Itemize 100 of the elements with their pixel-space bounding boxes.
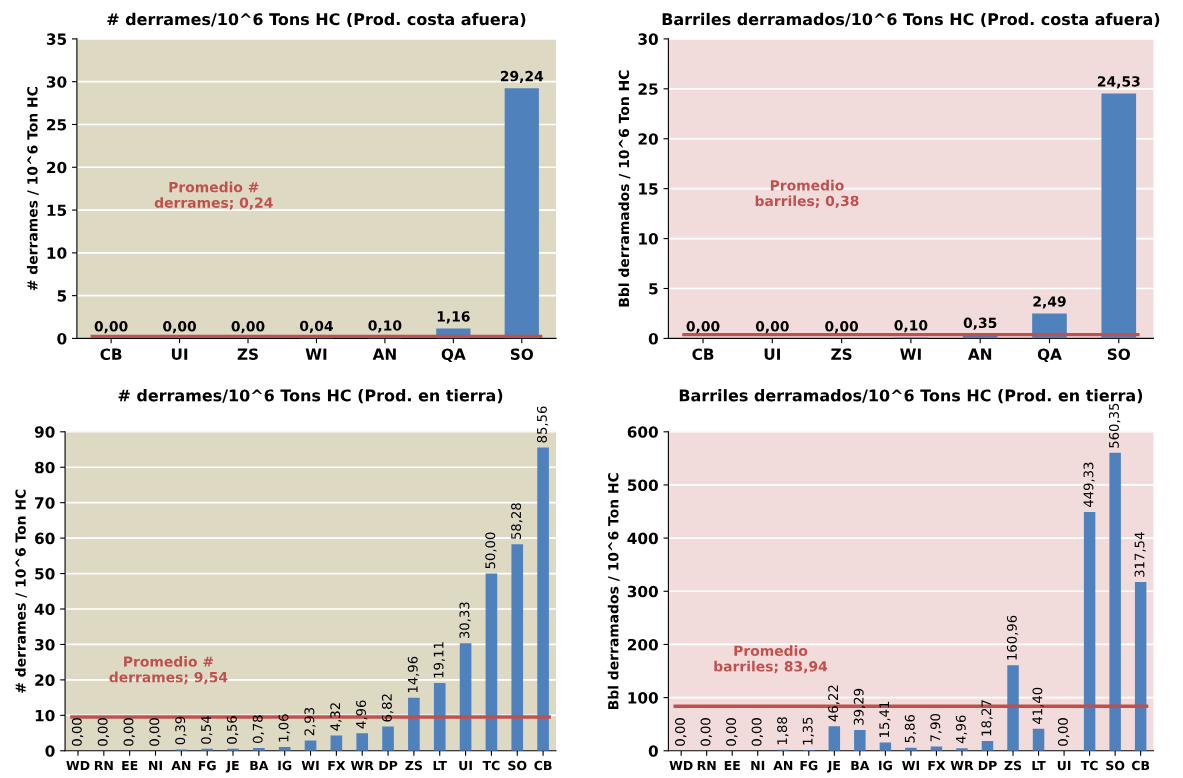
x-tick-label: ZS (405, 760, 423, 771)
y-tick-label: 15 (639, 183, 658, 195)
y-tick-label: 50 (35, 568, 55, 580)
x-tick-label: QA (1037, 348, 1062, 362)
data-label: 0,00 (686, 321, 720, 334)
chart-title: Barriles derramados/10^6 Tons HC (Prod. costa afuera) (662, 12, 1160, 28)
data-label: 0,00 (755, 321, 789, 334)
data-label: 0,00 (726, 718, 738, 746)
y-tick-label: 20 (638, 133, 658, 145)
data-label: 0,00 (123, 718, 135, 746)
y-axis-title: Bbl derramados / 10^6 Ton HC (607, 473, 620, 710)
x-tick-label: RN (697, 760, 716, 770)
y-tick-label: 30 (35, 638, 55, 651)
y-tick-label: 70 (35, 497, 55, 509)
x-tick-label: SO (508, 760, 527, 771)
x-tick-label: BA (851, 760, 870, 770)
y-tick-label: 0 (648, 332, 658, 345)
y-tick-label: 300 (627, 585, 658, 598)
x-tick-label: IG (879, 760, 892, 771)
y-tick-label: 20 (35, 674, 55, 686)
x-tick-label: DP (379, 760, 398, 770)
data-label: 1,35 (802, 717, 814, 745)
data-label: 19,11 (433, 642, 445, 678)
y-tick-label: 90 (34, 426, 55, 438)
data-label: 0,00 (751, 718, 763, 746)
x-tick-label: UI (171, 348, 188, 360)
bar (1032, 728, 1045, 751)
x-tick-label: JE (827, 760, 841, 773)
ref-line-label: Promedio barriles; 0,38 (755, 179, 859, 208)
x-tick-label: TC (482, 760, 500, 771)
x-tick-label: FX (328, 760, 346, 770)
x-tick-label: SO (1107, 348, 1131, 360)
y-tick-label: 25 (638, 83, 658, 95)
x-tick-label: WI (900, 348, 921, 360)
bar (511, 544, 524, 751)
x-tick-label: WD (669, 760, 693, 770)
data-label: 0,00 (231, 321, 265, 334)
data-label: 29,24 (500, 70, 544, 84)
x-tick-label: JE (225, 760, 239, 773)
x-tick-label: SO (510, 348, 534, 360)
x-tick-label: UI (1057, 760, 1071, 771)
bar (537, 447, 549, 751)
bar (854, 729, 866, 751)
x-tick-label: CB (1131, 760, 1150, 771)
x-tick-label: QA (441, 348, 466, 362)
x-tick-label: ZS (831, 348, 852, 360)
bar (459, 643, 472, 751)
ref-line-label: Promedio # derrames; 9,54 (109, 656, 228, 685)
x-tick-label: UI (764, 348, 780, 360)
data-label: 560,35 (1108, 403, 1121, 448)
y-tick-label: 10 (35, 709, 55, 722)
data-label: 0,00 (149, 718, 161, 746)
x-tick-label: SO (1106, 760, 1125, 771)
data-label: 0,78 (252, 715, 265, 743)
data-label: 5,86 (904, 714, 917, 743)
data-label: 0,56 (226, 716, 239, 744)
data-label: 4,96 (356, 700, 368, 729)
data-label: 14,96 (407, 656, 420, 693)
y-axis-title: Bbl derramados / 10^6 Ton HC (618, 70, 631, 307)
y-tick-label: 100 (628, 692, 658, 704)
y-tick-label: 600 (627, 426, 658, 438)
data-label: 0,04 (299, 320, 333, 334)
x-tick-label: DP (978, 760, 997, 770)
x-tick-label: CB (692, 348, 714, 360)
data-label: 46,22 (828, 685, 840, 722)
data-label: 0,00 (825, 321, 859, 334)
x-tick-label: LT (1032, 760, 1046, 770)
x-tick-label: FX (928, 760, 946, 770)
y-tick-label: 200 (627, 638, 658, 651)
y-tick-label: 5 (649, 283, 658, 295)
y-axis-title: # derrames / 10^6 Ton HC (26, 87, 39, 291)
bar (1007, 665, 1019, 751)
y-tick-label: 20 (47, 161, 67, 174)
x-tick-label: NI (149, 760, 162, 770)
data-label: 50,00 (485, 532, 497, 569)
x-tick-label: UI (459, 760, 472, 771)
y-tick-label: 10 (47, 247, 67, 259)
data-label: 160,96 (1006, 615, 1019, 660)
data-label: 0,00 (71, 718, 84, 746)
y-tick-label: 0 (57, 332, 67, 345)
data-label: 7,90 (930, 713, 942, 742)
x-tick-label: CB (534, 760, 552, 771)
data-label: 30,33 (459, 602, 471, 639)
data-label: 58,28 (511, 503, 523, 540)
chart-title: # derrames/10^6 Tons HC (Prod. en tierra) (118, 389, 503, 404)
data-label: 0,00 (700, 718, 712, 746)
data-label: 39,29 (853, 688, 866, 725)
data-label: 24,53 (1097, 76, 1140, 89)
data-label: 85,56 (536, 406, 549, 443)
data-label: 0,39 (175, 716, 187, 745)
x-tick-label: RN (94, 760, 113, 770)
bar (356, 733, 369, 751)
ref-line-label: Promedio # derrames; 0,24 (154, 181, 273, 210)
y-tick-label: 500 (627, 479, 658, 491)
x-tick-label: NI (751, 760, 765, 770)
x-tick-label: WR (350, 760, 374, 770)
data-label: 4,32 (330, 703, 342, 731)
y-tick-label: 30 (46, 76, 67, 88)
x-tick-label: WI (301, 760, 319, 770)
data-label: 0,00 (97, 718, 109, 746)
